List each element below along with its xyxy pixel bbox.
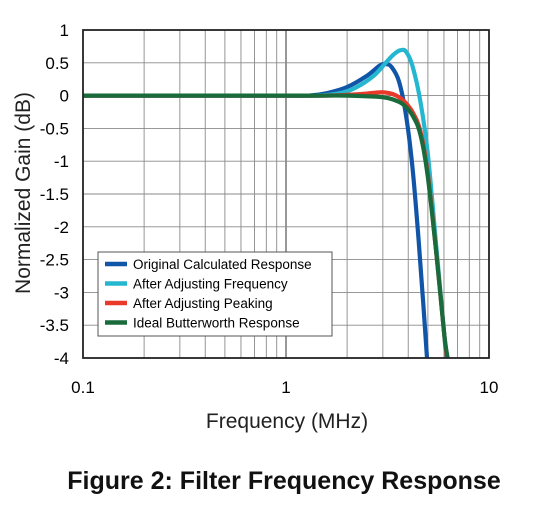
legend-label: Ideal Butterworth Response: [133, 316, 300, 331]
y-tick-label: -3: [54, 283, 69, 302]
legend-label: After Adjusting Peaking: [133, 296, 273, 311]
y-tick-label: 0.5: [45, 54, 69, 73]
y-tick-label: 1: [60, 21, 69, 40]
y-tick-labels: 1 0.5 0 -0.5 -1 -1.5 -2 -2.5 -3 -3.5 -4: [40, 21, 69, 368]
y-axis-title: Normalized Gain (dB): [12, 92, 35, 294]
y-tick-label: 0: [60, 87, 69, 106]
y-tick-label: -0.5: [40, 119, 69, 138]
y-tick-label: -1: [54, 152, 69, 171]
x-tick-label: 10: [480, 378, 499, 397]
y-tick-label: -2: [54, 218, 69, 237]
y-tick-label: -4: [54, 349, 69, 368]
y-tick-label: -2.5: [40, 251, 69, 270]
x-tick-labels: 0.1 1 10: [71, 378, 498, 397]
y-tick-label: -3.5: [40, 316, 69, 335]
y-tick-label: -1.5: [40, 185, 69, 204]
series-layer: [83, 47, 450, 358]
figure-caption: Figure 2: Filter Frequency Response: [67, 467, 501, 495]
x-tick-label: 0.1: [71, 378, 95, 397]
x-tick-label: 1: [281, 378, 290, 397]
legend-label: After Adjusting Frequency: [133, 277, 288, 292]
legend-box: [97, 251, 333, 337]
legend-label: Original Calculated Response: [133, 257, 312, 272]
legend: Original Calculated Response After Adjust…: [97, 251, 333, 337]
x-axis-title: Frequency (MHz): [206, 410, 368, 433]
series-line-ideal-butterworth-response: [83, 93, 450, 358]
plot-frame: [82, 29, 490, 359]
